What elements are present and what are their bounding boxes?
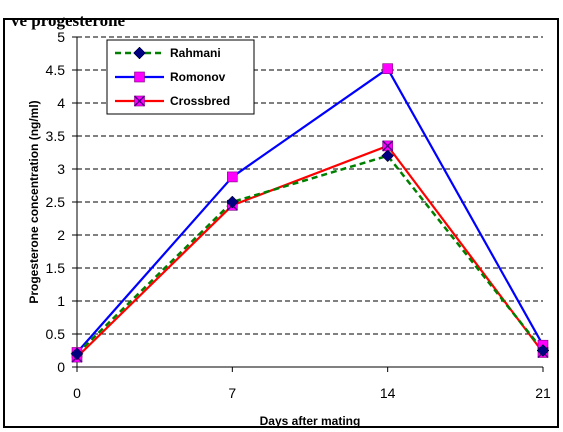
y-axis-title: Progesterone concentration (ng/ml) xyxy=(27,100,41,303)
series-line-romonov xyxy=(76,67,544,354)
marker-shape xyxy=(536,344,550,357)
marker-shape xyxy=(134,71,145,83)
y-tick-label: 3.5 xyxy=(46,128,66,144)
y-tick-label: 0 xyxy=(57,359,65,375)
x-tick-label: 21 xyxy=(535,385,551,401)
y-tick-label: 1 xyxy=(57,293,65,309)
y-tick-label: 4 xyxy=(57,95,65,111)
grid-lines xyxy=(77,36,543,335)
x-tick-label: 0 xyxy=(73,385,81,401)
chart-frame: ve progesterone xyxy=(3,11,559,428)
y-tick-label: 4.5 xyxy=(46,62,66,78)
x-tick-label: 7 xyxy=(228,385,236,401)
data-point-romonov xyxy=(382,63,393,74)
marker-shape xyxy=(225,195,239,209)
marker-shape xyxy=(381,149,395,163)
data-point-rahmani xyxy=(225,195,239,209)
y-tick-label: 2.5 xyxy=(46,194,66,210)
legend: Rahmani Romonov Crossbred xyxy=(106,39,255,115)
x-axis-title: Days after mating xyxy=(260,414,361,428)
legend-label-rahmani: Rahmani xyxy=(170,46,221,60)
marker-cross xyxy=(382,140,394,152)
chart-caption: ve progesterone xyxy=(11,11,126,30)
axes: 0 0.5 1 1.5 2 2.5 3 3.5 4 4.5 5 0 7 14 21 Days after ma… xyxy=(27,29,551,428)
data-point-rahmani xyxy=(381,149,395,163)
marker-shape xyxy=(70,347,84,361)
legend-marker-crossbred xyxy=(134,95,145,107)
legend-label-romonov: Romonov xyxy=(170,70,226,84)
y-tick-label: 3 xyxy=(57,161,65,177)
y-tick-label: 0.5 xyxy=(46,326,66,342)
data-point-crossbred xyxy=(382,140,394,152)
marker-shape xyxy=(382,63,393,74)
legend-marker-romonov xyxy=(134,71,145,83)
y-tick-label: 5 xyxy=(57,29,65,45)
y-tick-label: 1.5 xyxy=(46,260,66,276)
legend-label-crossbred: Crossbred xyxy=(170,94,230,108)
data-series xyxy=(70,63,550,363)
legend-marker-rahmani xyxy=(133,46,146,60)
marker-cross xyxy=(134,95,145,107)
data-point-rahmani xyxy=(70,347,84,361)
y-tick-label: 2 xyxy=(57,227,65,243)
marker-shape xyxy=(133,46,146,60)
series-line-crossbred xyxy=(76,144,544,358)
data-point-rahmani xyxy=(536,344,550,357)
data-point-romonov xyxy=(227,171,238,183)
series-line-rahmani xyxy=(76,154,544,355)
marker-shape xyxy=(227,171,238,183)
x-tick-label: 14 xyxy=(380,385,396,401)
